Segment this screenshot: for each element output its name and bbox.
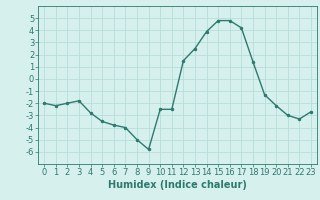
X-axis label: Humidex (Indice chaleur): Humidex (Indice chaleur) bbox=[108, 180, 247, 190]
